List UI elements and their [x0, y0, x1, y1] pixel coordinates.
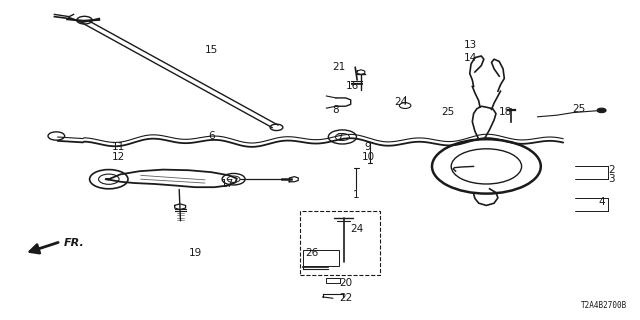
Text: 8: 8 — [333, 105, 339, 116]
Text: 12: 12 — [112, 152, 125, 162]
Text: 9: 9 — [365, 142, 371, 152]
Circle shape — [597, 108, 606, 113]
Text: 26: 26 — [305, 248, 318, 258]
Text: 1: 1 — [353, 190, 360, 200]
Text: 7: 7 — [336, 132, 342, 143]
Text: 15: 15 — [205, 44, 218, 55]
Text: 19: 19 — [189, 248, 202, 258]
Text: 16: 16 — [346, 81, 358, 92]
Text: 4: 4 — [598, 196, 605, 207]
Text: 6: 6 — [208, 131, 214, 141]
Text: 24: 24 — [395, 97, 408, 108]
Text: 24: 24 — [350, 224, 363, 234]
Text: 14: 14 — [464, 52, 477, 63]
Text: 3: 3 — [608, 174, 614, 184]
Text: 25: 25 — [573, 104, 586, 114]
Text: 21: 21 — [333, 62, 346, 72]
Text: T2A4B2700B: T2A4B2700B — [581, 301, 627, 310]
Text: 20: 20 — [339, 278, 352, 288]
Text: 2: 2 — [608, 164, 614, 175]
Text: 17: 17 — [221, 179, 234, 189]
Text: 10: 10 — [362, 152, 374, 162]
Bar — [326, 278, 340, 283]
Text: 22: 22 — [339, 292, 352, 303]
Text: 25: 25 — [442, 107, 454, 117]
Text: FR.: FR. — [64, 237, 84, 248]
Text: 18: 18 — [499, 107, 512, 117]
Bar — [303, 250, 339, 266]
Bar — [300, 211, 380, 275]
Text: 13: 13 — [464, 40, 477, 50]
Text: 11: 11 — [112, 142, 125, 152]
